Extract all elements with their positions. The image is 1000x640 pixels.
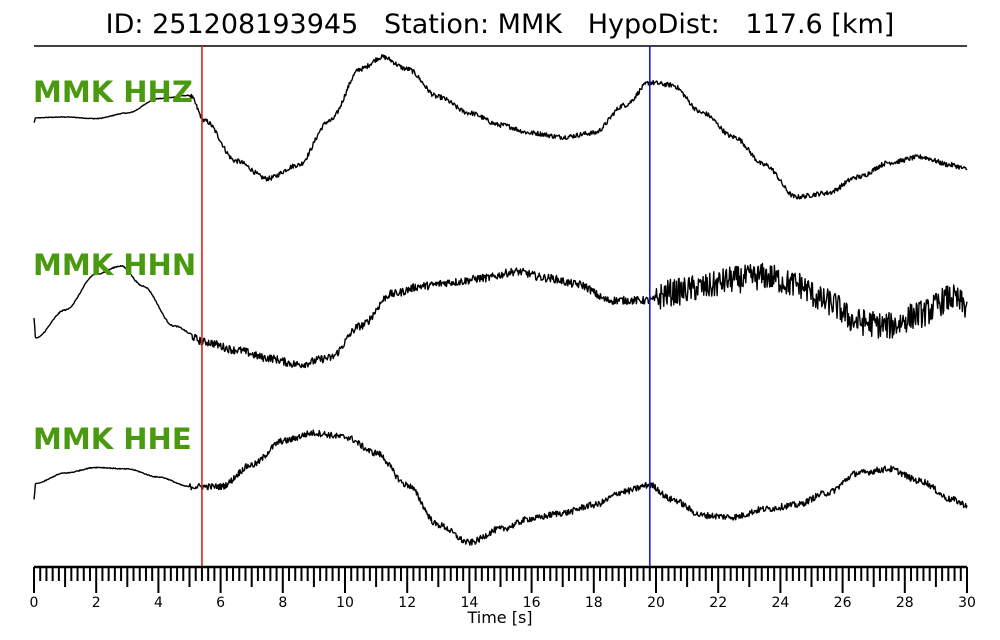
trace-label-hhn: MMK HHN (33, 248, 196, 282)
x-tick-label: 20 (647, 595, 665, 611)
x-tick-label: 2 (92, 595, 101, 611)
x-tick-label: 18 (585, 595, 603, 611)
x-tick-label: 0 (30, 595, 39, 611)
x-tick-label: 8 (278, 595, 287, 611)
x-tick-label: 10 (336, 595, 354, 611)
x-tick-label: 6 (216, 595, 225, 611)
x-tick-label: 14 (460, 595, 478, 611)
x-axis-label: Time [s] (466, 608, 532, 627)
x-tick-label: 16 (523, 595, 541, 611)
trace-hhz (33, 54, 968, 200)
pick-lines (201, 46, 651, 567)
x-tick-label: 26 (834, 595, 852, 611)
time-axis: 0 2 4 6 8 10 12 14 16 18 20 22 24 26 28 30 (30, 565, 976, 611)
x-tick-label: 24 (771, 595, 789, 611)
x-tick-label: 4 (154, 595, 163, 611)
trace-group: MMK HHZ MMK HHN MMK HHE (33, 54, 968, 546)
trace-label-hhz: MMK HHZ (33, 75, 193, 109)
x-tick-label: 28 (896, 595, 914, 611)
trace-hhe (33, 429, 968, 546)
trace-label-hhe: MMK HHE (33, 422, 192, 456)
x-tick-label: 22 (709, 595, 727, 611)
trace-hhn (33, 262, 968, 369)
x-tick-label: 12 (398, 595, 416, 611)
chart-title: ID: 251208193945 Station: MMK HypoDist: … (105, 9, 895, 40)
x-tick-label: 30 (958, 595, 976, 611)
